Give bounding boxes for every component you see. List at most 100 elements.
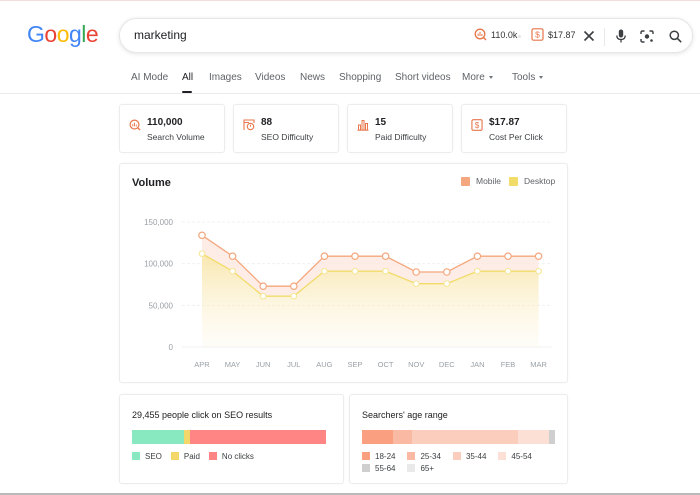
legend-swatch-mobile [461,176,470,186]
mobile-point[interactable] [228,252,237,260]
mobile-point[interactable] [381,252,390,260]
legend-item-seo: SEO [132,450,162,462]
mobile-point[interactable] [504,252,512,260]
metric-label: Search Volume [147,132,205,142]
seo-clicks-title: 29,455 people click on SEO results [132,410,273,420]
legend-desktop[interactable]: Desktop [509,176,555,186]
legend-item-paid: Paid [170,450,200,462]
legend-item-35-44: 35-44 [452,450,487,462]
legend-label: 25-34 [420,451,441,461]
volume-line-chart[interactable]: 0 50,000 100,000 150,000 APR MAY JUN JUL AUG SEP O… [120,164,569,384]
bar-segment-25-34[interactable] [392,430,413,444]
bar-segment-no-clicks[interactable] [190,430,326,444]
tab-images[interactable]: Images [209,72,242,83]
tab-label: Images [209,72,242,83]
search-input[interactable] [134,28,434,42]
separator-dot [518,35,521,38]
tab-news[interactable]: News [300,72,325,83]
google-logo[interactable]: Google [27,21,99,48]
tab-shopping[interactable]: Shopping [339,72,381,83]
bar-segment-seo[interactable] [132,430,185,444]
caret-down-icon [539,75,544,79]
logo-letter: g [68,21,82,47]
metric-label: Cost Per Click [489,132,543,142]
bar-segment-35-44[interactable] [412,430,519,444]
tab-ai-mode[interactable]: AI Mode [131,72,168,83]
voice-search-button[interactable] [611,26,631,46]
seo-difficulty-icon [243,118,255,131]
tab-videos[interactable]: Videos [255,72,285,83]
bar-segment-paid[interactable] [184,430,191,444]
tab-short-videos[interactable]: Short videos [395,72,451,83]
tab-label: All [182,72,194,83]
seo-clicks-legend: SEO Paid No clicks [132,450,263,462]
tab-tools[interactable]: Tools [512,72,544,83]
bar-segment-45-54[interactable] [518,430,550,444]
legend-swatch [362,464,370,472]
mobile-point[interactable] [320,252,329,260]
legend-swatch [407,452,416,460]
mobile-point[interactable] [290,282,298,290]
mobile-point[interactable] [473,252,482,260]
metric-card-cost-per-click: $ $17.87 Cost Per Click [461,104,567,153]
mobile-point[interactable] [412,268,421,276]
search-volume-icon [474,28,487,41]
tab-label: Shopping [339,72,382,83]
bar-segment-18-24[interactable] [362,430,393,444]
search-submit-button[interactable] [665,26,685,46]
desktop-point[interactable] [412,280,420,288]
metric-value: 15 [375,117,387,128]
dollar-icon: $ [531,28,544,41]
clear-button[interactable] [579,26,599,46]
mobile-point[interactable] [259,282,268,290]
mobile-point[interactable] [442,268,451,276]
bar-segment-55-64[interactable] [549,430,555,444]
logo-letter: l [81,21,86,47]
desktop-point[interactable] [474,267,481,275]
legend-label: 65+ [420,463,435,473]
tab-label: Tools [512,72,536,83]
search-volume-badge[interactable]: 110.0k [474,28,517,41]
top-border [0,0,700,1]
desktop-point[interactable] [229,267,236,275]
desktop-point[interactable] [504,267,512,275]
mobile-point[interactable] [198,231,206,240]
desktop-point[interactable] [321,267,328,275]
legend-swatch [208,452,217,460]
volume-chart-title: Volume [132,177,171,189]
seo-clicks-bar[interactable] [132,430,326,444]
x-tick-label: MAR [530,360,547,369]
desktop-point[interactable] [443,280,451,288]
tab-more[interactable]: More [462,72,493,83]
metric-card-paid-difficulty: 15 Paid Difficulty [347,104,453,153]
metric-value: $17.87 [489,117,520,128]
x-tick-label: MAY [225,360,241,369]
desktop-point[interactable] [290,292,298,300]
desktop-point[interactable] [382,267,389,275]
desktop-point[interactable] [535,267,542,275]
x-tick-label: OCT [378,360,394,369]
y-tick-label: 50,000 [149,301,174,310]
logo-letter: o [56,21,70,47]
legend-label: 45-54 [511,451,532,461]
mobile-point[interactable] [351,252,359,260]
age-range-legend: 18-24 25-34 35-44 45-54 55-64 65+ [362,450,562,474]
age-range-bar[interactable] [362,430,555,444]
legend-swatch [498,452,507,460]
legend-mobile[interactable]: Mobile [461,176,501,186]
metric-card-search-volume: 110,000 Search Volume [119,104,225,153]
cpc-badge[interactable]: $ $17.87 [531,28,576,41]
mobile-line [201,234,539,287]
legend-item-25-34: 25-34 [407,450,441,462]
metric-value: 88 [261,117,273,128]
lens-search-button[interactable] [637,26,657,46]
mobile-point[interactable] [534,252,543,260]
desktop-point[interactable] [259,292,267,300]
search-icon [668,29,682,43]
x-tick-label: AUG [316,360,332,369]
tab-all[interactable]: All [182,72,193,83]
x-tick-label: JAN [470,360,484,369]
desktop-point[interactable] [198,250,206,258]
desktop-point[interactable] [351,267,359,275]
legend-label: 35-44 [465,451,487,461]
